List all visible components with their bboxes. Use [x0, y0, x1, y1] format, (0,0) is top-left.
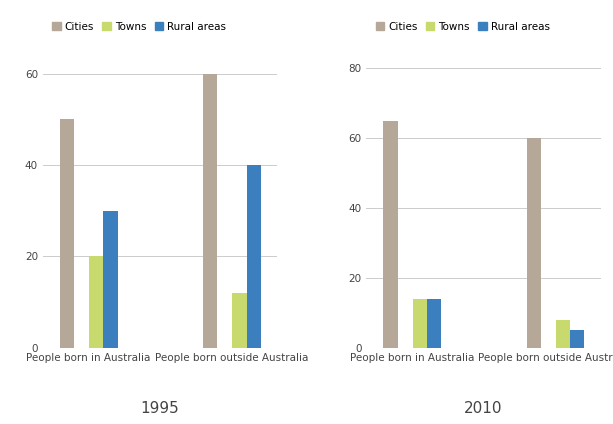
Bar [427, 299, 441, 348]
Text: 2010: 2010 [464, 401, 503, 416]
Bar [60, 120, 74, 348]
Bar [104, 211, 118, 348]
Bar [89, 257, 104, 348]
Bar [246, 165, 261, 348]
Bar [527, 138, 541, 348]
Text: 1995: 1995 [141, 401, 180, 416]
Bar [570, 330, 584, 348]
Bar [556, 320, 570, 348]
Bar [232, 293, 246, 348]
Bar [383, 121, 398, 348]
Legend: Cities, Towns, Rural areas: Cities, Towns, Rural areas [371, 17, 554, 36]
Legend: Cities, Towns, Rural areas: Cities, Towns, Rural areas [48, 17, 230, 36]
Bar [203, 74, 218, 348]
Bar [413, 299, 427, 348]
